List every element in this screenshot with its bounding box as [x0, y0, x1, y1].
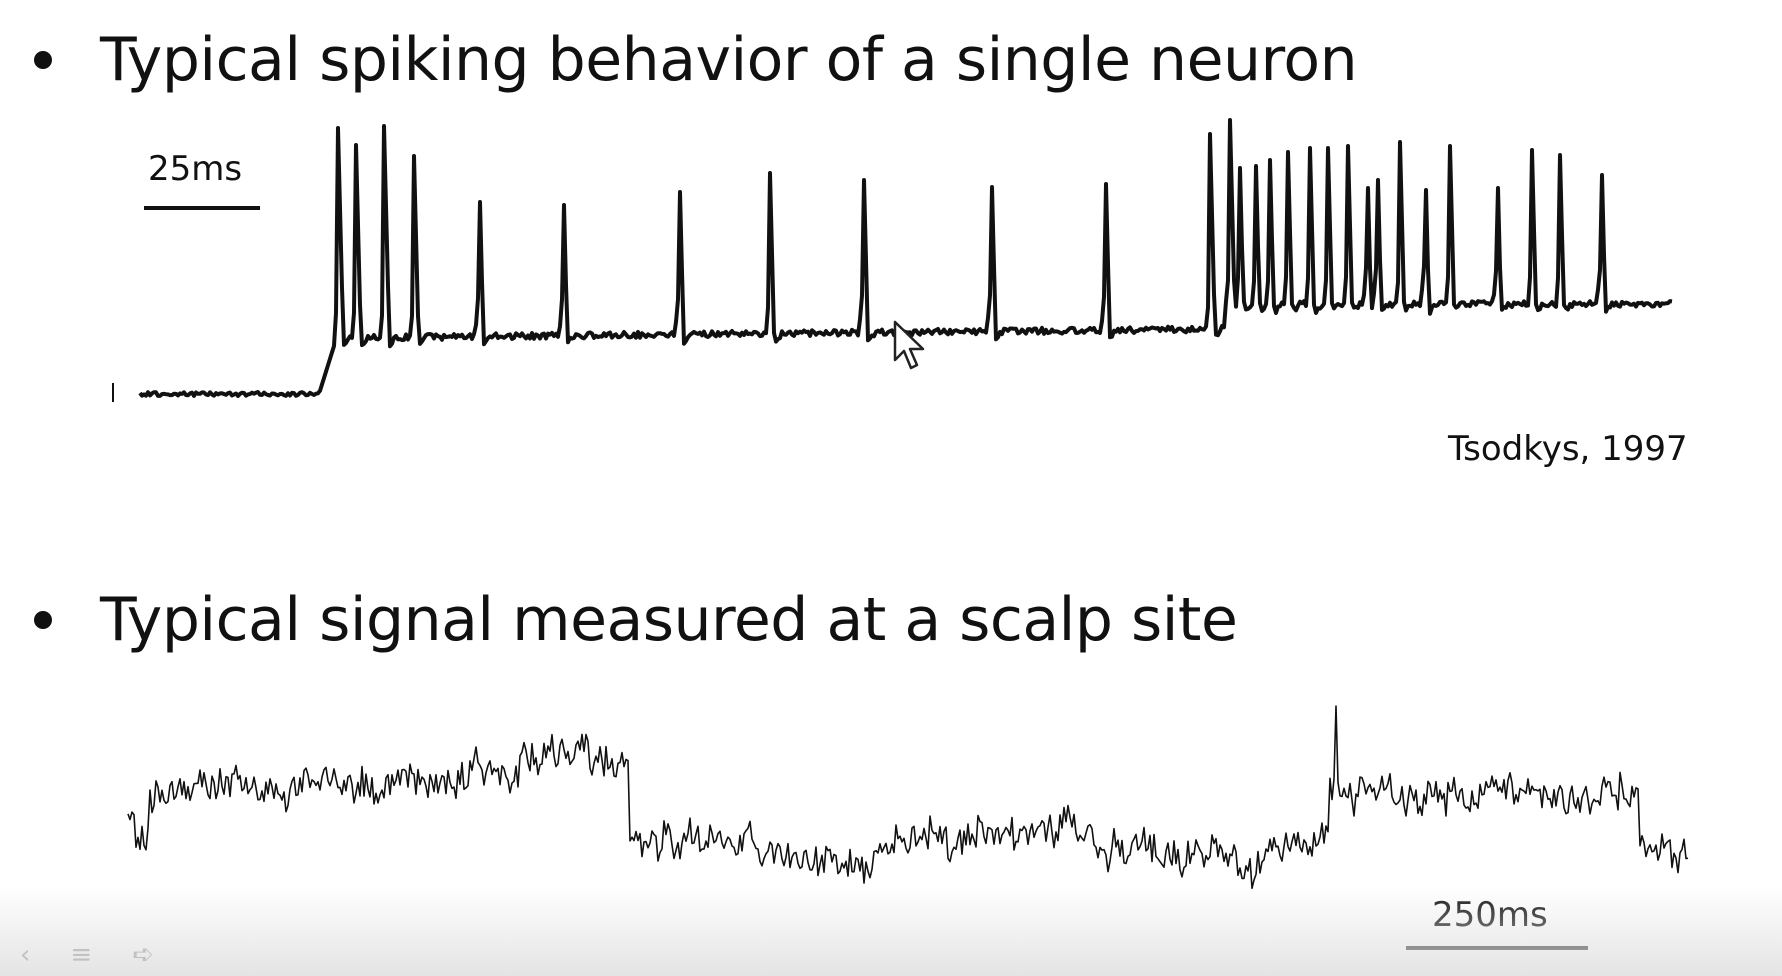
- mouse-pointer-icon: [893, 320, 925, 370]
- bullet-icon: [34, 611, 52, 629]
- spike-scale-bar: [144, 206, 260, 210]
- bullet-item-scalp: Typical signal measured at a scalp site: [34, 585, 1238, 655]
- spike-scale-label: 25ms: [148, 149, 243, 189]
- chevron-left-icon[interactable]: ‹: [20, 940, 31, 970]
- eeg-trace-line: [127, 705, 1689, 890]
- menu-icon[interactable]: ≡: [70, 940, 93, 970]
- bullet-icon: [34, 51, 52, 69]
- video-control-bar: [0, 886, 1782, 976]
- bullet-text: Typical signal measured at a scalp site: [100, 585, 1238, 655]
- bullet-item-spiking: Typical spiking behavior of a single neu…: [34, 25, 1358, 95]
- slide-nav-controls[interactable]: ‹ ≡ ➪: [20, 940, 154, 970]
- citation: Tsodkys, 1997: [1448, 429, 1688, 469]
- bullet-text: Typical spiking behavior of a single neu…: [100, 25, 1358, 95]
- arrow-right-icon[interactable]: ➪: [132, 940, 154, 970]
